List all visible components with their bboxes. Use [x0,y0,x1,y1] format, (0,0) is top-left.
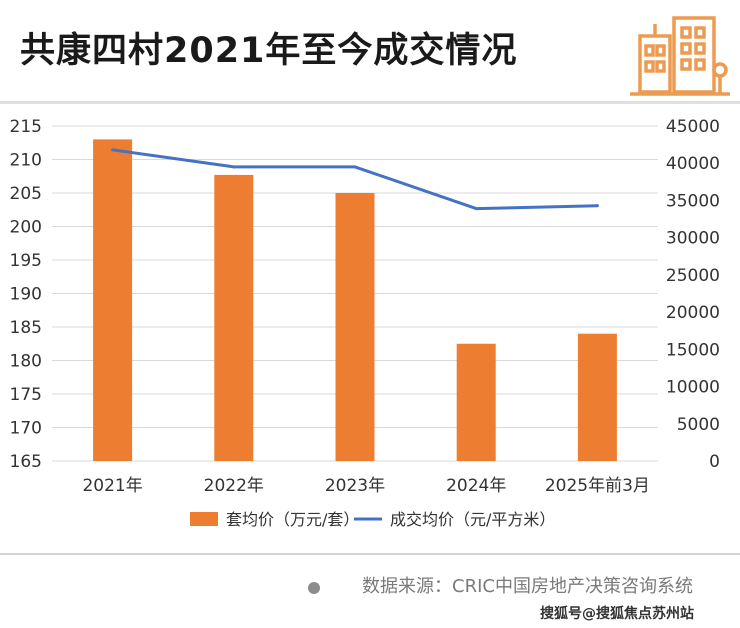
left-axis-tick-label: 190 [10,285,42,305]
right-axis-tick-label: 45000 [666,117,720,137]
bar [577,333,617,461]
left-axis-tick-label: 200 [10,218,42,238]
line-point [111,148,115,152]
source-bullet-icon [308,582,320,594]
category-label: 2021年 [82,476,142,496]
category-label: 2022年 [204,476,264,496]
bar [214,174,254,461]
bar [93,139,133,461]
left-axis-tick-label: 175 [10,385,42,405]
right-axis-tick-label: 35000 [666,191,720,211]
category-label: 2023年 [325,476,385,496]
left-axis-ticks: 215 210 205 200 195 190 185 180 175 170 165 [10,117,42,472]
legend: 套均价（万元/套） 成交均价（元/平方米） [190,510,555,529]
bar [456,343,496,461]
category-label: 2025年前3月 [545,476,650,496]
building-icon [630,16,730,96]
right-axis-tick-label: 40000 [666,154,720,174]
left-axis-tick-label: 165 [10,452,42,472]
category-label: 2024年 [446,476,506,496]
source-text: 数据来源：CRIC中国房地产决策咨询系统 [362,576,693,597]
bar [335,193,375,461]
category-labels: 2021年 2022年 2023年 2024年 2025年前3月 [82,476,649,496]
legend-label-line: 成交均价（元/平方米） [390,510,555,529]
bar-series [93,139,617,461]
line-point [474,207,478,211]
right-axis-tick-label: 30000 [666,229,720,249]
right-axis-tick-label: 5000 [677,415,720,435]
line-point [232,165,236,169]
left-axis-tick-label: 170 [10,419,42,439]
footer-divider [0,553,740,555]
line-point [595,204,599,208]
line-point [353,165,357,169]
left-axis-tick-label: 210 [10,151,42,171]
line-series [111,148,599,211]
right-axis-tick-label: 20000 [666,303,720,323]
header-divider [0,101,740,104]
watermark: 搜狐号@搜狐焦点苏州站 [540,606,694,622]
left-axis-tick-label: 180 [10,352,42,372]
right-axis-tick-label: 10000 [666,378,720,398]
left-axis-tick-label: 215 [10,117,42,137]
left-axis-tick-label: 185 [10,318,42,338]
legend-label-bar: 套均价（万元/套） [226,510,359,529]
left-axis-tick-label: 195 [10,251,42,271]
left-axis-tick-label: 205 [10,184,42,204]
right-axis-tick-label: 15000 [666,340,720,360]
chart-title: 共康四村2021年至今成交情况 [20,31,518,71]
right-axis-tick-label: 0 [709,452,720,472]
right-axis-ticks: 45000 40000 35000 30000 25000 20000 15000 10000… [666,117,720,472]
right-axis-tick-label: 25000 [666,266,720,286]
legend-swatch-bar [190,512,218,526]
